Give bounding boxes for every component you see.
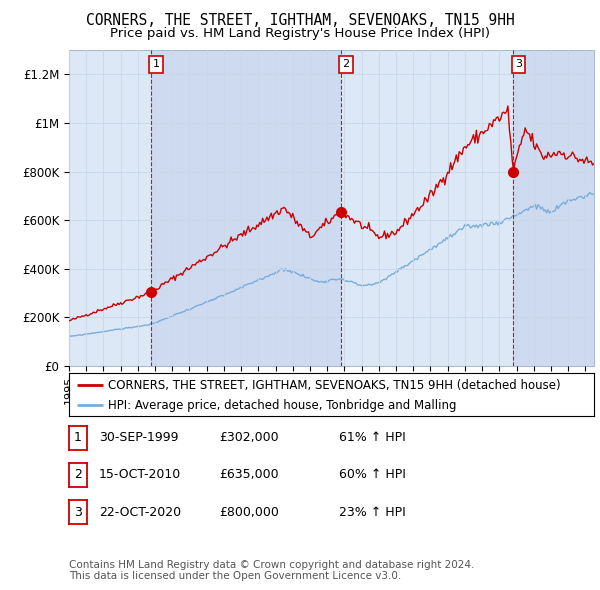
Text: 3: 3 xyxy=(515,60,522,70)
Text: £302,000: £302,000 xyxy=(219,431,278,444)
Text: 2: 2 xyxy=(74,468,82,481)
Text: 3: 3 xyxy=(74,506,82,519)
Text: Contains HM Land Registry data © Crown copyright and database right 2024.
This d: Contains HM Land Registry data © Crown c… xyxy=(69,559,475,581)
Text: 60% ↑ HPI: 60% ↑ HPI xyxy=(339,468,406,481)
Text: 2: 2 xyxy=(343,60,350,70)
Text: 1: 1 xyxy=(152,60,160,70)
Text: HPI: Average price, detached house, Tonbridge and Malling: HPI: Average price, detached house, Tonb… xyxy=(109,399,457,412)
Text: £635,000: £635,000 xyxy=(219,468,278,481)
Bar xyxy=(341,50,513,366)
Bar xyxy=(513,50,594,366)
Text: 1: 1 xyxy=(74,431,82,444)
Text: Price paid vs. HM Land Registry's House Price Index (HPI): Price paid vs. HM Land Registry's House … xyxy=(110,27,490,40)
Bar xyxy=(151,50,341,366)
Text: CORNERS, THE STREET, IGHTHAM, SEVENOAKS, TN15 9HH: CORNERS, THE STREET, IGHTHAM, SEVENOAKS,… xyxy=(86,12,514,28)
Text: CORNERS, THE STREET, IGHTHAM, SEVENOAKS, TN15 9HH (detached house): CORNERS, THE STREET, IGHTHAM, SEVENOAKS,… xyxy=(109,379,561,392)
Text: 22-OCT-2020: 22-OCT-2020 xyxy=(99,506,181,519)
Text: 23% ↑ HPI: 23% ↑ HPI xyxy=(339,506,406,519)
Text: £800,000: £800,000 xyxy=(219,506,279,519)
Text: 30-SEP-1999: 30-SEP-1999 xyxy=(99,431,179,444)
Text: 61% ↑ HPI: 61% ↑ HPI xyxy=(339,431,406,444)
Bar xyxy=(69,50,151,366)
Text: 15-OCT-2010: 15-OCT-2010 xyxy=(99,468,181,481)
